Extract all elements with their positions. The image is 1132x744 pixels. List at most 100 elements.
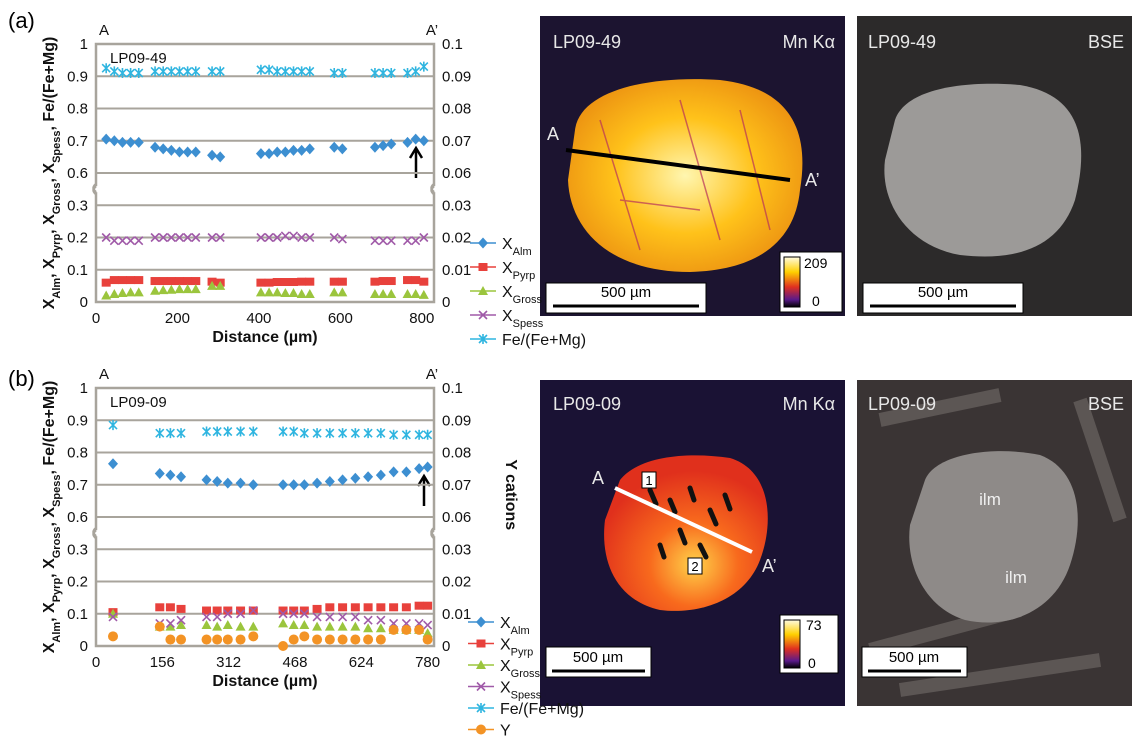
data-point <box>236 635 246 645</box>
mineral-label: ilm <box>979 490 1001 509</box>
x-axis-label: Distance (µm) <box>212 673 317 690</box>
data-point <box>135 68 143 78</box>
data-point <box>281 232 289 240</box>
data-point <box>305 278 314 286</box>
label-part: , X <box>41 214 58 234</box>
subscript: Spess <box>51 130 63 162</box>
legend-label: XSpess <box>502 308 544 330</box>
label-part: , X <box>41 258 58 278</box>
legend-name: X <box>502 236 513 253</box>
data-point <box>364 428 372 438</box>
legend-name: X <box>502 284 513 301</box>
data-point <box>212 635 222 645</box>
chart-title: LP09-09 <box>110 394 167 411</box>
data-point <box>175 66 183 76</box>
data-point <box>290 232 298 240</box>
data-point <box>223 620 233 629</box>
sample-label: LP09-09 <box>553 394 621 414</box>
subscript: Spess <box>511 690 542 702</box>
y-axis-label: XAlm, XPyrp, XGross, XSpess, Fe/(Fe+Mg) <box>41 37 63 310</box>
subscript: Spess <box>51 474 63 506</box>
panel-label: (b) <box>8 366 35 391</box>
data-point <box>248 631 258 641</box>
data-point <box>108 458 118 469</box>
subscript: Spess <box>513 318 544 330</box>
spot-marker: 1 <box>645 473 652 488</box>
data-point <box>363 471 373 482</box>
data-point <box>155 603 164 611</box>
data-point <box>216 66 224 76</box>
legend-label: Fe/(Fe+Mg) <box>500 701 584 718</box>
y2-tick-label: 0.06 <box>442 165 471 182</box>
y-tick-label: 0 <box>80 294 88 311</box>
data-point <box>298 66 306 76</box>
data-point <box>401 466 411 477</box>
data-point <box>305 289 315 298</box>
mn-map: A A’ 1 2 LP09-09 Mn Kα 73 0 500 µm <box>540 380 845 706</box>
data-point <box>167 277 176 285</box>
data-point <box>202 635 212 645</box>
label-part: X <box>41 298 58 309</box>
subscript: Alm <box>513 246 532 258</box>
data-point <box>350 635 360 645</box>
x-tick-label: 312 <box>216 654 241 671</box>
colorbar-min: 0 <box>812 293 820 309</box>
data-point <box>379 68 387 78</box>
data-point <box>177 605 186 613</box>
data-point <box>155 468 165 479</box>
data-point <box>419 278 428 286</box>
data-point <box>223 478 233 489</box>
data-point <box>350 622 360 631</box>
data-point <box>312 635 322 645</box>
y-tick-label: 1 <box>80 36 88 53</box>
data-point <box>191 277 200 285</box>
y2-tick-label: 0.07 <box>442 133 471 150</box>
data-point <box>278 618 288 627</box>
data-point <box>402 603 411 611</box>
data-point <box>350 473 360 484</box>
label-part: , X <box>41 602 58 622</box>
label-part: , X <box>41 507 58 527</box>
y2-tick-label: 0 <box>442 638 450 655</box>
data-point <box>313 605 322 613</box>
data-point <box>151 277 160 285</box>
data-point <box>215 151 225 162</box>
data-point <box>158 285 168 294</box>
legend-name: X <box>500 615 511 632</box>
label-part: , Fe/(Fe+Mg) <box>41 381 58 475</box>
data-point <box>156 428 164 438</box>
data-point <box>403 276 412 284</box>
scale-bar: 500 µm <box>601 284 651 301</box>
y-tick-label: 0.7 <box>67 133 88 150</box>
data-point <box>281 66 289 76</box>
legend-name: Fe/(Fe+Mg) <box>502 332 586 349</box>
label-part: X <box>41 642 58 653</box>
y2-tick-label: 0.02 <box>442 230 471 247</box>
data-point <box>192 66 200 76</box>
map-label: Mn Kα <box>783 394 835 414</box>
colorbar-max: 73 <box>806 617 822 633</box>
subscript: Gross <box>51 182 63 214</box>
data-point <box>256 287 266 296</box>
label-part: , Fe/(Fe+Mg) <box>41 37 58 131</box>
data-point <box>330 278 339 286</box>
legend-label: XPyrp <box>500 637 533 659</box>
x-tick-label: 780 <box>415 654 440 671</box>
data-point <box>150 286 160 295</box>
data-point <box>306 66 314 76</box>
data-point <box>364 616 372 624</box>
data-point <box>351 603 360 611</box>
data-point <box>379 277 388 285</box>
data-point <box>213 427 221 437</box>
data-point <box>326 428 334 438</box>
x-axis-label: Distance (µm) <box>212 329 317 346</box>
end-label: A <box>99 22 109 39</box>
map-label: BSE <box>1088 32 1124 52</box>
data-point <box>166 145 176 156</box>
data-point <box>273 278 282 286</box>
data-point <box>376 603 385 611</box>
data-point <box>176 635 186 645</box>
y-tick-label: 0.9 <box>67 68 88 85</box>
data-point <box>370 142 380 153</box>
data-point <box>248 622 258 631</box>
